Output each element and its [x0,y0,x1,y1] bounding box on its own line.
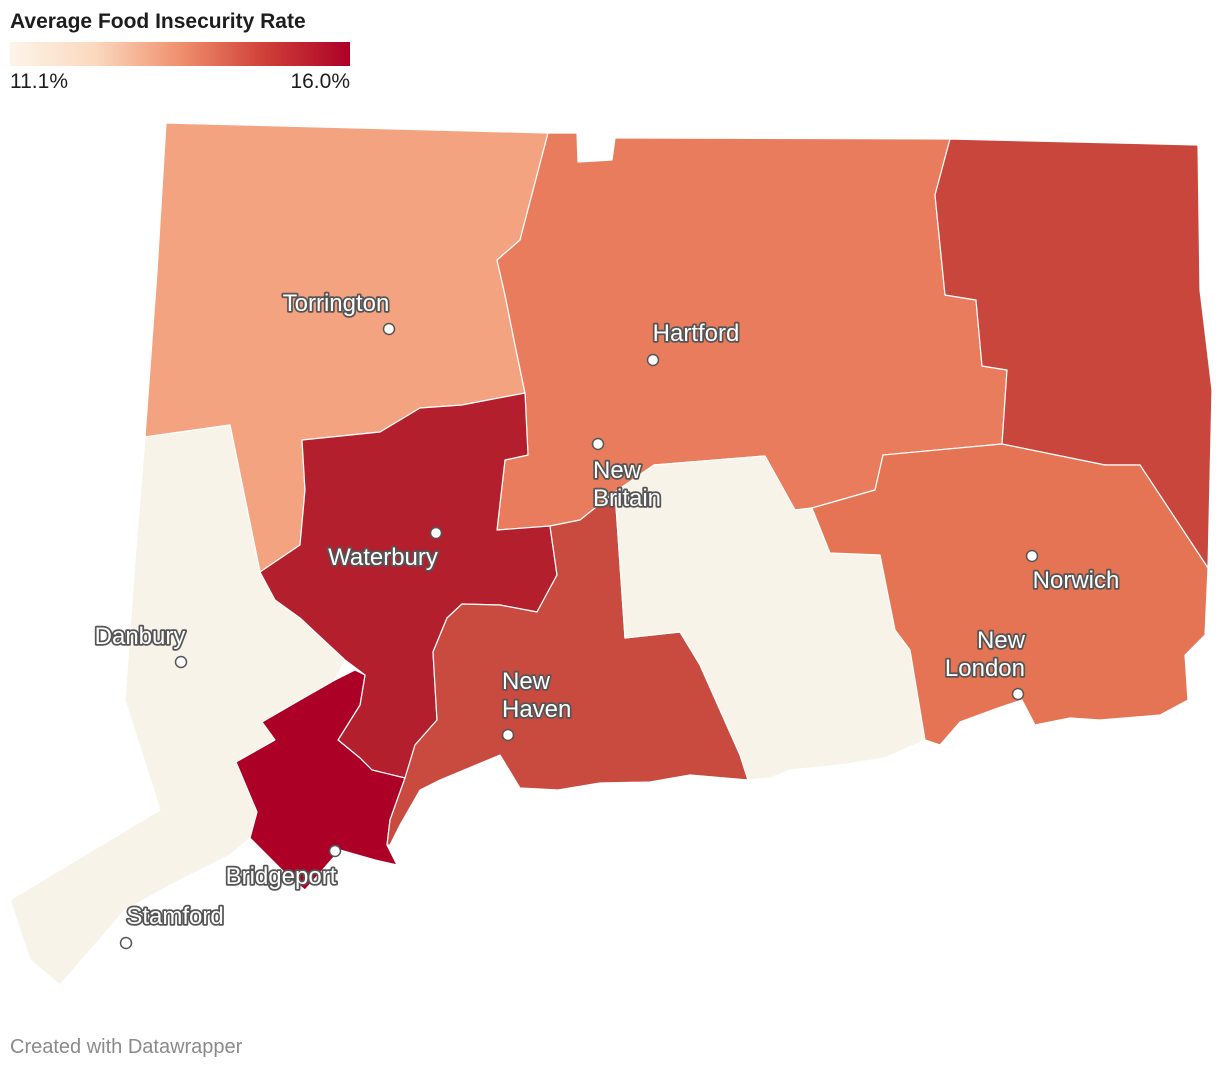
city-hartford-label-line: Hartford [653,320,740,347]
city-danbury-label-line: Danbury [95,623,186,650]
legend-title: Average Food Insecurity Rate [10,10,306,33]
city-new-london-label-line-2: London [945,655,1025,682]
city-danbury-label: Danbury [95,623,186,650]
city-torrington-label-line: Torrington [283,290,390,317]
region-lower-connecticut-river-valley[interactable] [614,455,926,781]
legend-labels: 11.1% 16.0% [10,70,350,96]
city-stamford-label: Stamford [126,903,223,930]
city-waterbury-dot [429,526,443,540]
city-new-london-label: New London [945,627,1026,682]
city-new-britain-dot [591,437,605,451]
city-stamford-dot [119,936,133,950]
city-bridgeport[interactable]: Bridgeport [224,844,342,892]
city-waterbury[interactable]: Waterbury [326,526,443,573]
city-norwich[interactable]: Norwich [1025,549,1121,596]
city-waterbury-label: Waterbury [328,544,438,571]
city-new-britain-label-line-1: New [593,457,642,484]
city-norwich-label-line: Norwich [1033,567,1120,594]
city-danbury-dot [174,655,188,669]
city-stamford[interactable]: Stamford [119,901,225,950]
city-markers: Torrington Hartford New Britain Waterbury… [93,288,1121,950]
map-legend: Average Food Insecurity Rate 11.1% 16.0% [10,10,350,96]
footer-credit: Created with Datawrapper [10,1036,243,1058]
legend-min-label: 11.1% [10,70,68,93]
city-new-london-label-line-1: New [977,627,1026,654]
city-torrington-dot [382,322,396,336]
city-bridgeport-dot [328,844,342,858]
city-norwich-dot [1025,549,1039,563]
regions [9,122,1213,986]
city-new-haven[interactable]: New Haven [500,666,573,742]
city-torrington-label: Torrington [283,290,390,317]
city-new-london-dot [1011,687,1025,701]
city-hartford[interactable]: Hartford [646,318,741,367]
city-new-britain[interactable]: New Britain [591,437,663,514]
city-bridgeport-label-line: Bridgeport [226,863,337,890]
city-new-britain-label: New Britain [593,457,661,512]
city-stamford-label-line: Stamford [126,903,223,930]
city-new-london[interactable]: New London [943,625,1027,701]
legend-max-label: 16.0% [290,70,350,93]
city-norwich-label: Norwich [1033,567,1120,594]
city-torrington[interactable]: Torrington [281,288,396,336]
region-southeastern[interactable] [811,443,1209,746]
city-bridgeport-label: Bridgeport [226,863,337,890]
city-new-haven-dot [501,728,515,742]
city-new-haven-label: New Haven [502,668,571,723]
city-waterbury-label-line: Waterbury [328,544,438,571]
legend-color-scale [10,42,350,66]
city-new-britain-label-line-2: Britain [593,485,661,512]
city-hartford-dot [646,353,660,367]
city-new-haven-label-line-2: Haven [502,696,571,723]
city-danbury[interactable]: Danbury [93,621,188,669]
city-hartford-label: Hartford [653,320,740,347]
city-new-haven-label-line-1: New [502,668,551,695]
